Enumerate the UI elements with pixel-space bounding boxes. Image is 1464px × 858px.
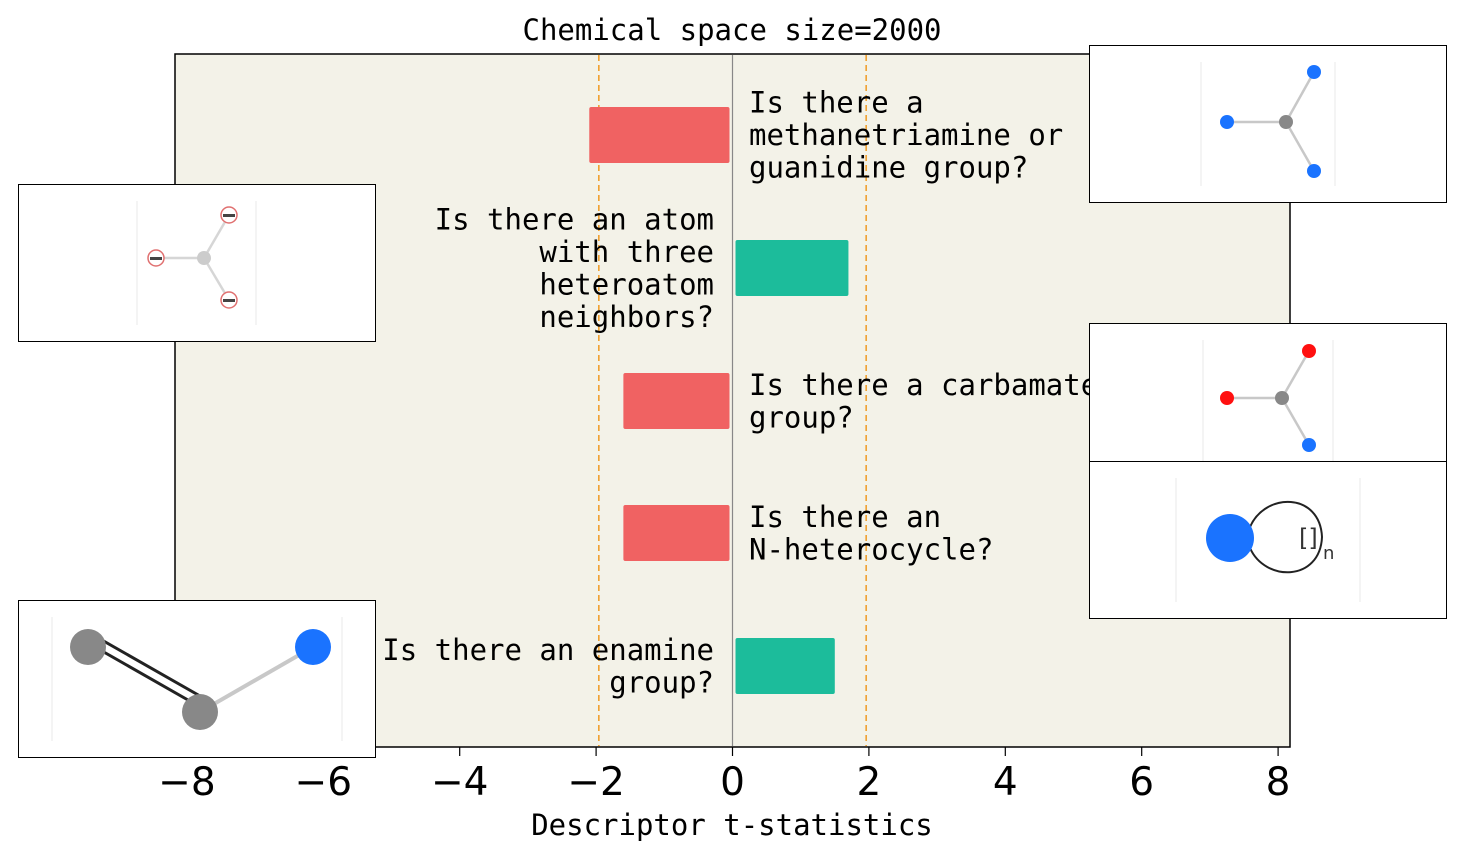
- bar-4: [735, 638, 835, 694]
- x-tick-label-2: −4: [431, 760, 489, 805]
- x-axis-label: Descriptor t-statistics: [531, 808, 933, 842]
- bar-3: [623, 505, 730, 561]
- x-tick-label-3: −2: [567, 760, 625, 805]
- category-label-0: Is there a methanetriamine or guanidine gr…: [749, 86, 1063, 185]
- wildcard-molecule-icon: [136, 201, 257, 325]
- ring-subscript: n: [1323, 543, 1334, 564]
- bar-2: [623, 373, 730, 429]
- x-tick-label-1: −6: [295, 760, 353, 805]
- x-tick-label-4: 0: [720, 760, 745, 805]
- three-heteroatom-neighbors-structure-image: [18, 184, 376, 342]
- ring-label: []: [1299, 524, 1318, 552]
- chart-title: Chemical space size=2000: [522, 13, 941, 47]
- x-tick-label-5: 2: [856, 760, 881, 805]
- category-label-1: Is there an atom with three heteroatom neig…: [435, 202, 714, 334]
- category-label-4: Is there an enamine group?: [382, 633, 714, 700]
- carbamate-molecule-icon: [1202, 340, 1334, 462]
- category-label-2: Is there a carbamate group?: [749, 368, 1098, 435]
- n-heterocycle-molecule-icon: [] n: [1175, 478, 1361, 602]
- bar-1: [735, 240, 849, 296]
- category-label-3: Is there an N-heterocycle?: [749, 500, 993, 567]
- x-tick-label-6: 4: [993, 760, 1018, 805]
- enamine-molecule-icon: [51, 617, 343, 741]
- x-tick-label-7: 6: [1129, 760, 1154, 805]
- x-tick-label-0: −8: [158, 760, 216, 805]
- methanetriamine-molecule-icon: [1200, 62, 1336, 186]
- x-tick-label-8: 8: [1266, 760, 1291, 805]
- enamine-structure-image: [18, 600, 376, 758]
- methanetriamine-structure-image: [1089, 45, 1447, 203]
- n-heterocycle-structure-image: [] n: [1089, 461, 1447, 619]
- carbamate-structure-image: [1089, 323, 1447, 463]
- bar-0: [589, 107, 730, 163]
